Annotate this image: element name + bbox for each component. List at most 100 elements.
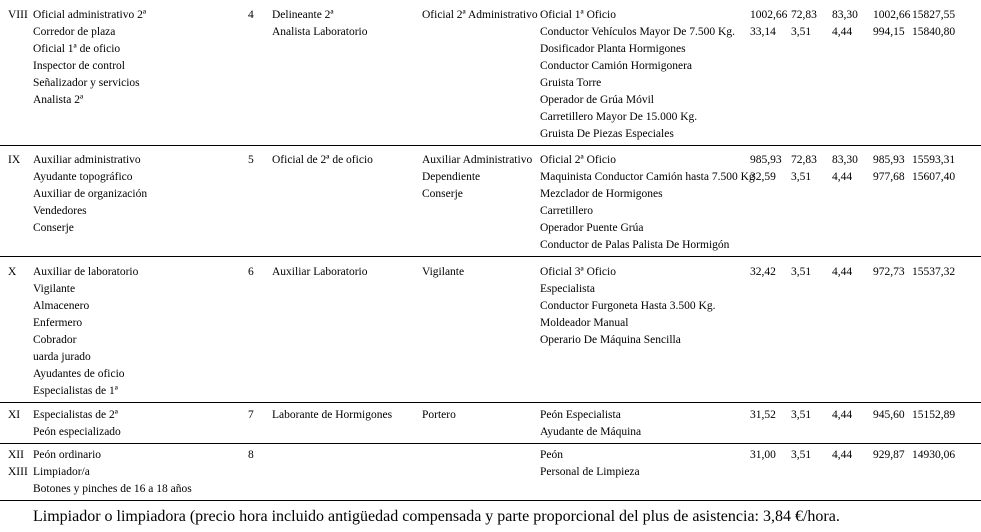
text-line: Auxiliar de organización — [33, 188, 148, 200]
cell-daily-wage: 31,00 — [750, 447, 791, 498]
cell-value-2: 72,83 3,51 — [791, 152, 832, 254]
text-line: Botones y pinches de 16 a 18 años — [33, 483, 192, 495]
text-line: 5 — [248, 154, 254, 166]
cell-monthly-wage: 972,73 — [873, 264, 912, 400]
cell-equivalent-categories — [422, 447, 540, 498]
text-line: 15537,32 — [912, 266, 956, 278]
cell-level: XI — [8, 407, 33, 441]
text-line: Laborante de Hormigones — [272, 409, 393, 421]
text-line: 4,44 — [832, 449, 853, 461]
text-line: 945,60 — [873, 409, 905, 421]
text-line: 8 — [248, 449, 254, 461]
cell-job-positions: Oficial 1ª Oficio Conductor Vehículos May… — [540, 7, 750, 143]
salary-table: VIII Oficial administrativo 2ª Corredor de… — [0, 0, 981, 501]
text-line: VIII — [8, 9, 28, 21]
text-line: Peón — [540, 449, 563, 461]
cell-group-number: 6 — [248, 264, 272, 400]
text-line: XII — [8, 449, 24, 461]
text-line: Oficial administrativo 2ª — [33, 9, 147, 21]
text-line: 985,93 — [873, 154, 905, 166]
text-line: Especialistas de 2ª — [33, 409, 118, 421]
table-row: XII XIII Peón ordinario Limpiador/a Botones … — [0, 444, 981, 501]
text-line: 72,83 — [791, 154, 817, 166]
text-line: Analista 2ª — [33, 94, 84, 106]
cell-group-number: 8 — [248, 447, 272, 498]
text-line: Peón ordinario — [33, 449, 102, 461]
text-line: 15152,89 — [912, 409, 956, 421]
text-line: 31,52 — [750, 409, 776, 421]
cell-group-number: 7 — [248, 407, 272, 441]
text-line: Personal de Limpieza — [540, 466, 640, 478]
cell-value-3: 4,44 — [832, 407, 873, 441]
text-line: Operario De Máquina Sencilla — [540, 334, 681, 346]
cell-old-categories: Oficial administrativo 2ª Corredor de pla… — [33, 7, 248, 143]
text-line: 33,14 — [750, 26, 776, 38]
cell-value-3: 4,44 — [832, 264, 873, 400]
text-line: 4 — [248, 9, 254, 21]
text-line: Moldeador Manual — [540, 317, 629, 329]
text-line: Oficial 3ª Oficio — [540, 266, 616, 278]
cell-equivalent-categories: Portero — [422, 407, 540, 441]
cell-group-categories: Delineante 2ª Analista Laboratorio — [272, 7, 422, 143]
text-line: Almacenero — [33, 300, 90, 312]
text-line: Peón Especialista — [540, 409, 621, 421]
cell-job-positions: Peón Personal de Limpieza — [540, 447, 750, 498]
text-line: 4,44 — [832, 26, 853, 38]
text-line: 4,44 — [832, 171, 853, 183]
text-line: Vendedores — [33, 205, 87, 217]
text-line: 83,30 — [832, 154, 858, 166]
text-line: 31,00 — [750, 449, 776, 461]
text-line: Auxiliar administrativo — [33, 154, 141, 166]
cell-equivalent-categories: Auxiliar Administrativo Dependiente Conser… — [422, 152, 540, 254]
cell-job-positions: Peón Especialista Ayudante de Máquina — [540, 407, 750, 441]
cell-equivalent-categories: Vigilante — [422, 264, 540, 400]
cell-monthly-wage: 1002,66 994,15 — [873, 7, 912, 143]
text-line: Oficial de 2ª de oficio — [272, 154, 373, 166]
cell-annual-wage: 15593,31 15607,40 — [912, 152, 972, 254]
text-line: Auxiliar de laboratorio — [33, 266, 139, 278]
text-line: XIII — [8, 466, 28, 478]
text-line: Vigilante — [33, 283, 76, 295]
text-line: 4,44 — [832, 409, 853, 421]
text-line: X — [8, 266, 17, 278]
cell-group-number: 5 — [248, 152, 272, 254]
table-row: X Auxiliar de laboratorio Vigilante Almacen… — [0, 257, 981, 403]
text-line: 32,42 — [750, 266, 776, 278]
cell-monthly-wage: 929,87 — [873, 447, 912, 498]
text-line: Oficial 1ª Oficio — [540, 9, 616, 21]
cell-old-categories: Peón ordinario Limpiador/a Botones y pinch… — [33, 447, 248, 498]
text-line: 3,51 — [791, 171, 812, 183]
cell-group-categories: Oficial de 2ª de oficio — [272, 152, 422, 254]
text-line: 15827,55 — [912, 9, 956, 21]
text-line: 15607,40 — [912, 171, 956, 183]
cell-annual-wage: 15152,89 — [912, 407, 972, 441]
cell-monthly-wage: 985,93 977,68 — [873, 152, 912, 254]
text-line: 14930,06 — [912, 449, 956, 461]
table-row: VIII Oficial administrativo 2ª Corredor de… — [0, 0, 981, 146]
text-line: 7 — [248, 409, 254, 421]
text-line: Limpiador/a — [33, 466, 90, 478]
text-line: Enfermero — [33, 317, 83, 329]
text-line: Dependiente — [422, 171, 481, 183]
text-line: 1002,66 — [873, 9, 911, 21]
cell-daily-wage: 1002,66 33,14 — [750, 7, 791, 143]
text-line: 3,51 — [791, 26, 812, 38]
text-line: 3,51 — [791, 266, 812, 278]
text-line: 994,15 — [873, 26, 905, 38]
text-line: Inspector de control — [33, 60, 125, 72]
cell-value-3: 83,30 4,44 — [832, 152, 873, 254]
cell-level: X — [8, 264, 33, 400]
cell-daily-wage: 31,52 — [750, 407, 791, 441]
text-line: 15840,80 — [912, 26, 956, 38]
text-line: Carretillero Mayor De 15.000 Kg. — [540, 111, 698, 123]
text-line: Operador de Grúa Móvil — [540, 94, 655, 106]
text-line: Conductor Camión Hormigonera — [540, 60, 693, 72]
text-line: 15593,31 — [912, 154, 956, 166]
text-line: Oficial 2ª Oficio — [540, 154, 616, 166]
text-line: 83,30 — [832, 9, 858, 21]
text-line: Ayudantes de oficio — [33, 368, 125, 380]
text-line: Delineante 2ª — [272, 9, 334, 21]
text-line: Carretillero — [540, 205, 594, 217]
cell-old-categories: Especialistas de 2ª Peón especializado — [33, 407, 248, 441]
cell-value-2: 72,83 3,51 — [791, 7, 832, 143]
